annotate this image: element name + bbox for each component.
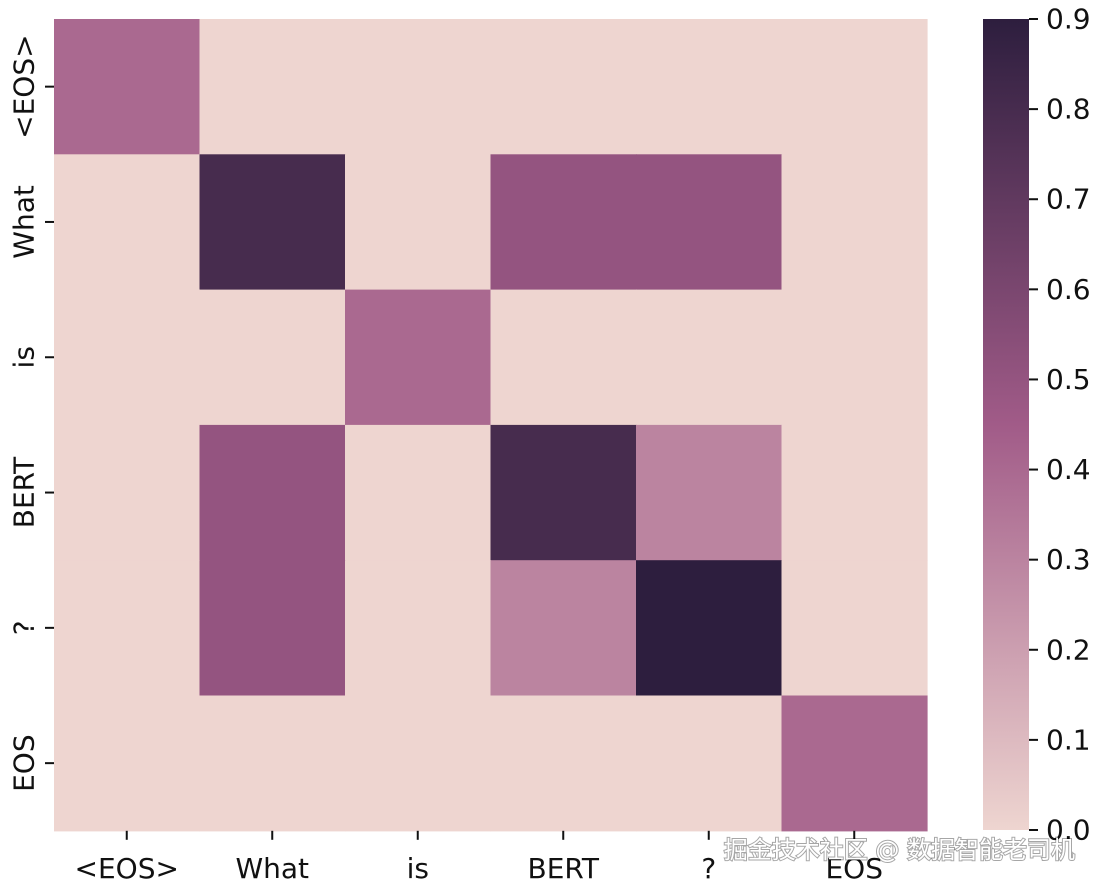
heatmap-cell-4-1: [199, 560, 346, 697]
heatmap-cell-5-2: [345, 695, 492, 832]
x-tick-label-0: <EOS>: [75, 852, 179, 885]
heatmap-cell-1-5: [781, 154, 928, 291]
heatmap-cell-3-5: [781, 424, 928, 561]
heatmap-cell-0-3: [490, 19, 637, 155]
heatmap-cell-3-3: [490, 424, 637, 561]
y-tick-label-4: ?: [8, 620, 41, 635]
heatmap-cell-5-3: [490, 695, 637, 832]
heatmap-cell-1-2: [345, 154, 492, 291]
colorbar-ticks: 0.0 0.1 0.2 0.3 0.4 0.5 0.6 0.7 0.8 0.9: [1029, 3, 1091, 847]
heatmap-cell-2-5: [781, 289, 928, 426]
x-tick-label-2: is: [407, 852, 429, 885]
colorbar-tick-label-6: 0.6: [1046, 273, 1091, 306]
heatmap-cell-2-2: [345, 289, 492, 426]
heatmap-cell-3-4: [636, 424, 783, 561]
colorbar-gradient: [983, 19, 1029, 830]
colorbar-tick-label-0: 0.0: [1046, 814, 1091, 847]
heatmap-cell-4-5: [781, 560, 928, 697]
heatmap-cell-0-0: [54, 19, 201, 155]
heatmap-cell-0-5: [781, 19, 928, 155]
heatmap-cell-4-2: [345, 560, 492, 697]
colorbar: 0.0 0.1 0.2 0.3 0.4 0.5 0.6 0.7 0.8 0.9: [983, 3, 1091, 847]
x-tick-label-4: ?: [701, 852, 716, 885]
heatmap-cell-1-3: [490, 154, 637, 291]
colorbar-tick-label-7: 0.7: [1046, 183, 1091, 216]
heatmap-cell-0-2: [345, 19, 492, 155]
heatmap-cell-1-4: [636, 154, 783, 291]
x-tick-label-5: EOS: [825, 852, 883, 885]
heatmap-cell-3-2: [345, 424, 492, 561]
heatmap-cell-5-0: [54, 695, 201, 832]
y-tick-label-5: EOS: [8, 734, 41, 792]
heatmap-cell-5-4: [636, 695, 783, 832]
heatmap-cell-2-1: [199, 289, 346, 426]
y-tick-label-1: What: [8, 185, 41, 259]
x-axis: <EOS> What is BERT? EOS: [75, 830, 883, 885]
heatmap-cell-4-4: [636, 560, 783, 697]
colorbar-tick-label-3: 0.3: [1046, 543, 1091, 576]
heatmap-cell-2-4: [636, 289, 783, 426]
heatmap-cell-2-3: [490, 289, 637, 426]
x-tick-label-1: What: [235, 852, 309, 885]
y-tick-label-0: <EOS>: [8, 34, 41, 138]
colorbar-tick-label-2: 0.2: [1046, 633, 1091, 666]
heatmap-cell-3-1: [199, 424, 346, 561]
heatmap-cell-1-0: [54, 154, 201, 291]
y-tick-label-2: is: [8, 346, 41, 368]
heatmap-cell-4-0: [54, 560, 201, 697]
y-tick-label-3: BERT: [8, 456, 41, 528]
y-axis: <EOS> What is BERT? EOS: [8, 34, 54, 792]
watermark-text: 掘金技术社区 @ 数据智能老司机: [724, 836, 1075, 864]
heatmap-cell-3-0: [54, 424, 201, 561]
colorbar-tick-label-5: 0.5: [1046, 363, 1091, 396]
colorbar-tick-label-8: 0.8: [1046, 93, 1091, 126]
heatmap-cell-4-3: [490, 560, 637, 697]
colorbar-tick-label-9: 0.9: [1046, 3, 1091, 36]
colorbar-tick-label-4: 0.4: [1046, 453, 1091, 486]
heatmap-cell-2-0: [54, 289, 201, 426]
heatmap-cell-5-1: [199, 695, 346, 832]
heatmap-cell-0-4: [636, 19, 783, 155]
heatmap-cell-1-1: [199, 154, 346, 291]
heatmap-cell-0-1: [199, 19, 346, 155]
colorbar-tick-label-1: 0.1: [1046, 723, 1091, 756]
x-tick-label-3: BERT: [528, 852, 600, 885]
heatmap-cells: [54, 19, 928, 832]
heatmap-cell-5-5: [781, 695, 928, 832]
